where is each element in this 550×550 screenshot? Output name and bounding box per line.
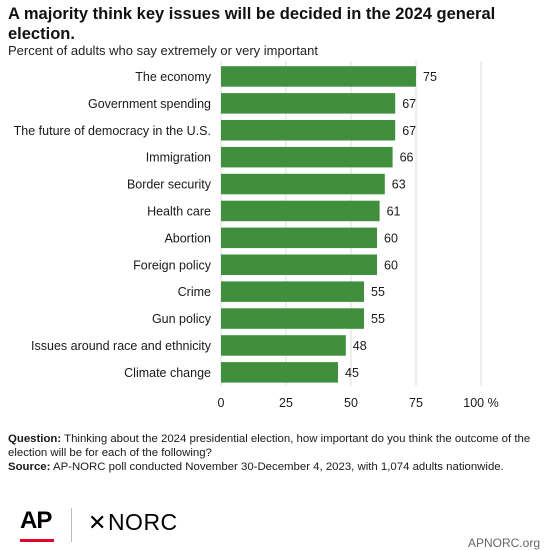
category-label: Climate change (124, 366, 211, 380)
norc-symbol-icon: ✕ (88, 510, 107, 535)
category-label: Issues around race and ethnicity (31, 339, 212, 353)
bar (221, 146, 393, 168)
footnote: Question: Thinking about the 2024 presid… (8, 432, 544, 474)
value-label: 67 (402, 124, 416, 138)
x-tick-label: 100 % (463, 396, 498, 410)
question-label: Question: (8, 433, 62, 445)
value-label: 55 (371, 285, 385, 299)
category-label: The economy (135, 70, 211, 84)
value-label: 48 (353, 339, 367, 353)
value-label: 60 (384, 258, 398, 272)
source-label: Source: (8, 461, 51, 473)
chart-subtitle: Percent of adults who say extremely or v… (8, 43, 318, 58)
question-note: Question: Thinking about the 2024 presid… (8, 432, 544, 460)
value-label: 60 (384, 231, 398, 245)
bar (221, 200, 380, 222)
x-tick-label: 75 (409, 396, 423, 410)
value-label: 67 (402, 97, 416, 111)
category-label: Border security (127, 178, 212, 192)
source-note: Source: AP-NORC poll conducted November … (8, 460, 544, 474)
value-label: 66 (400, 151, 414, 165)
bar (221, 93, 396, 114)
norc-logo: ✕NORC (88, 509, 178, 536)
bar (221, 281, 364, 302)
bar (221, 120, 396, 141)
bar (221, 308, 364, 329)
category-label: Immigration (146, 151, 211, 165)
category-label: Foreign policy (133, 258, 212, 272)
value-label: 55 (371, 312, 385, 326)
category-label: Abortion (164, 231, 211, 245)
question-text: Thinking about the 2024 presidential ele… (8, 433, 531, 459)
value-label: 75 (423, 70, 437, 84)
chart-title: A majority think key issues will be deci… (8, 5, 496, 43)
bar (221, 66, 416, 87)
norc-logo-text: NORC (107, 509, 178, 535)
category-label: The future of democracy in the U.S. (14, 124, 211, 138)
x-tick-label: 25 (279, 396, 293, 410)
bar (221, 227, 377, 249)
bar (221, 362, 338, 383)
x-tick-label: 50 (344, 396, 358, 410)
ap-logo: AP (20, 507, 52, 534)
bar-chart: The economy 75 Government spending 67 The fu… (14, 61, 499, 410)
value-label: 61 (387, 204, 401, 218)
x-tick-label: 0 (218, 396, 225, 410)
category-label: Gun policy (152, 312, 212, 326)
category-label: Health care (147, 204, 211, 218)
logo-divider (71, 508, 72, 542)
bar (221, 335, 346, 356)
ap-logo-underline (20, 539, 54, 542)
bar (221, 254, 377, 275)
value-label: 45 (345, 366, 359, 380)
category-label: Government spending (88, 97, 211, 111)
bar (221, 173, 385, 195)
site-url: APNORC.org (467, 536, 540, 550)
value-label: 63 (392, 178, 406, 192)
category-label: Crime (178, 285, 211, 299)
source-text: AP-NORC poll conducted November 30-Decem… (52, 461, 504, 473)
